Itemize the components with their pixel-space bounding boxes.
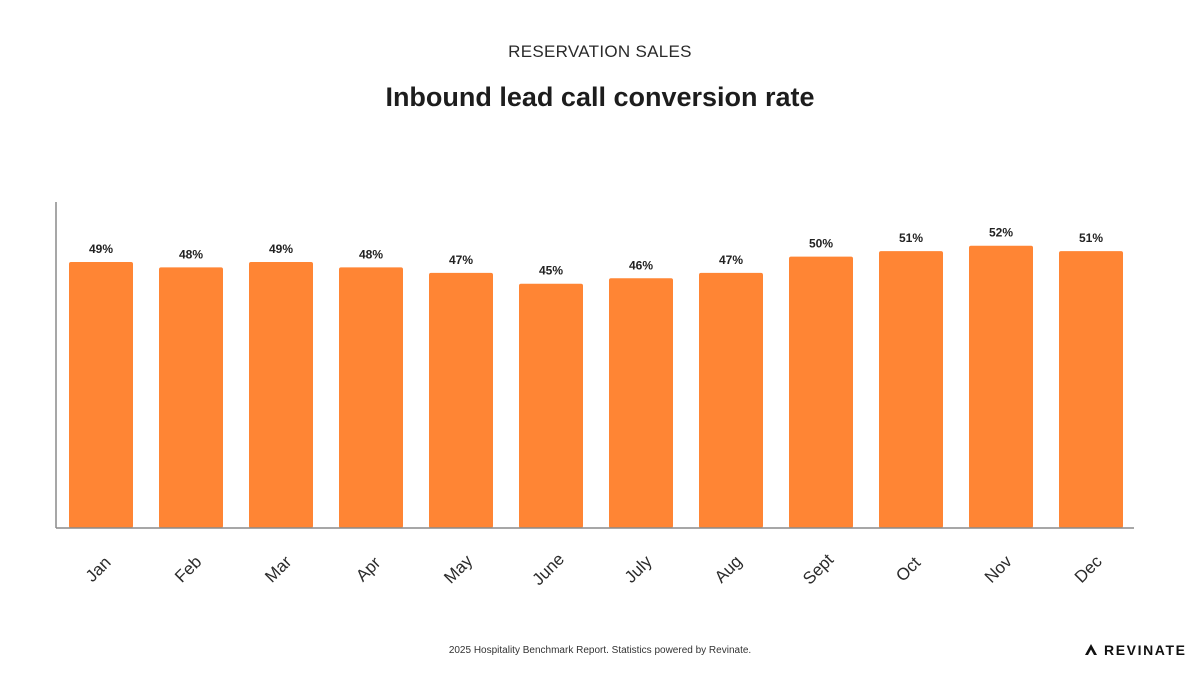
data-label: 51% xyxy=(899,231,923,245)
bar-oct xyxy=(879,251,943,528)
data-label: 49% xyxy=(89,242,113,256)
data-label: 49% xyxy=(269,242,293,256)
data-label: 45% xyxy=(539,264,563,278)
bar-dec xyxy=(1059,251,1123,528)
bar-feb xyxy=(159,267,223,528)
bar-may xyxy=(429,272,493,528)
x-tick-label: Jan xyxy=(82,553,115,586)
data-label: 51% xyxy=(1079,231,1103,245)
x-tick-label: Dec xyxy=(1071,552,1106,587)
revinate-logo-icon xyxy=(1085,644,1097,655)
x-tick-label: Apr xyxy=(352,553,384,585)
bar-sept xyxy=(789,256,853,528)
x-tick-label: Aug xyxy=(711,552,746,587)
bar-june xyxy=(519,283,583,528)
chart-eyebrow: RESERVATION SALES xyxy=(508,42,692,61)
bar-mar xyxy=(249,262,313,528)
data-label: 52% xyxy=(989,226,1013,240)
x-tick-label: July xyxy=(621,552,656,587)
data-label: 47% xyxy=(719,253,743,267)
data-label: 48% xyxy=(179,247,203,261)
data-label: 50% xyxy=(809,237,833,251)
x-tick-label: Feb xyxy=(171,552,205,586)
bar-apr xyxy=(339,267,403,528)
x-tick-label: Mar xyxy=(261,552,295,586)
brand-logo: REVINATE xyxy=(1084,642,1187,658)
bar-nov xyxy=(969,245,1033,528)
bar-july xyxy=(609,278,673,528)
chart-title: Inbound lead call conversion rate xyxy=(385,82,815,112)
x-tick-label: June xyxy=(529,550,569,590)
x-tick-label: Sept xyxy=(799,550,837,588)
data-label: 48% xyxy=(359,247,383,261)
x-tick-label: May xyxy=(440,551,476,587)
bar-jan xyxy=(69,262,133,528)
data-label: 47% xyxy=(449,253,473,267)
footer-note: 2025 Hospitality Benchmark Report. Stati… xyxy=(448,645,752,656)
brand-name: REVINATE xyxy=(1104,642,1187,658)
x-tick-label: Nov xyxy=(981,552,1016,587)
data-label: 46% xyxy=(629,258,653,272)
bar-aug xyxy=(699,272,763,528)
x-tick-label: Oct xyxy=(892,553,924,585)
